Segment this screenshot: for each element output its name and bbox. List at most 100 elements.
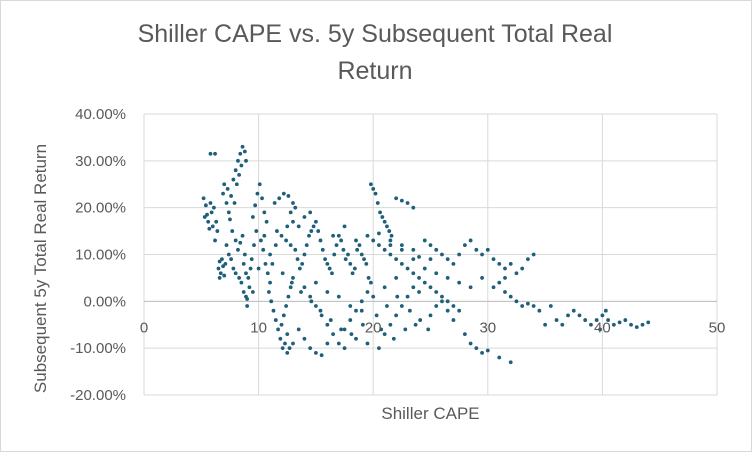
- data-point-308: [349, 332, 354, 337]
- data-point-46: [246, 276, 251, 280]
- data-point-53: [249, 257, 254, 262]
- data-point-223: [508, 294, 513, 299]
- data-point-59: [257, 182, 262, 187]
- data-point-251: [497, 280, 502, 285]
- data-point-25: [229, 194, 233, 198]
- data-point-210: [428, 313, 433, 318]
- data-point-28: [236, 158, 240, 163]
- data-point-41: [238, 240, 243, 245]
- data-point-143: [314, 350, 318, 355]
- data-point-74: [280, 346, 285, 351]
- data-point-303: [299, 290, 303, 294]
- data-point-256: [445, 276, 450, 280]
- data-point-176: [382, 247, 387, 252]
- data-point-17: [222, 273, 227, 278]
- data-point-37: [228, 217, 232, 222]
- data-point-159: [417, 290, 421, 294]
- data-point-77: [279, 322, 284, 327]
- data-point-57: [253, 203, 258, 208]
- data-point-145: [325, 341, 330, 346]
- data-point-87: [291, 201, 295, 205]
- data-point-234: [577, 313, 582, 318]
- data-point-120: [352, 266, 357, 271]
- data-point-285: [388, 238, 393, 243]
- data-point-235: [583, 318, 588, 322]
- data-point-147: [287, 346, 292, 351]
- y-tick-label-2: 20.00%: [75, 200, 126, 217]
- data-point-75: [283, 341, 287, 346]
- data-point-155: [394, 313, 399, 318]
- data-point-175: [377, 243, 381, 248]
- data-point-277: [262, 233, 267, 238]
- data-point-32: [244, 158, 248, 163]
- data-point-310: [374, 313, 379, 318]
- data-point-86: [286, 194, 291, 198]
- data-point-70: [271, 308, 276, 313]
- data-point-93: [288, 243, 293, 248]
- data-point-316: [413, 322, 418, 327]
- data-point-184: [428, 285, 433, 290]
- chart-title-line-2: Return: [337, 57, 413, 85]
- data-point-268: [325, 290, 330, 294]
- data-point-297: [233, 271, 238, 276]
- data-point-7: [202, 215, 207, 219]
- data-point-21: [224, 201, 229, 205]
- data-point-271: [302, 215, 307, 219]
- data-point-101: [309, 229, 314, 233]
- data-point-224: [514, 299, 519, 304]
- data-point-230: [554, 318, 559, 322]
- data-point-88: [293, 205, 298, 210]
- data-point-183: [422, 280, 427, 285]
- data-point-279: [245, 304, 250, 308]
- data-point-287: [411, 247, 416, 252]
- data-point-305: [318, 308, 323, 313]
- data-point-278: [250, 290, 255, 294]
- data-point-146: [291, 341, 295, 346]
- data-point-204: [503, 266, 507, 271]
- data-point-150: [354, 336, 358, 341]
- data-point-119: [350, 271, 355, 276]
- data-point-103: [314, 219, 318, 224]
- data-point-47: [248, 266, 253, 271]
- data-point-67: [268, 280, 272, 285]
- data-point-249: [543, 322, 547, 327]
- data-point-81: [288, 285, 293, 290]
- data-point-265: [359, 308, 364, 313]
- data-point-163: [375, 201, 380, 205]
- data-point-194: [445, 257, 450, 262]
- data-point-298: [237, 276, 242, 280]
- data-point-133: [331, 332, 335, 337]
- data-point-294: [226, 252, 231, 257]
- data-point-110: [330, 271, 334, 276]
- data-point-122: [357, 243, 362, 248]
- data-point-12: [216, 266, 221, 271]
- data-point-219: [485, 348, 490, 353]
- data-point-26: [231, 177, 236, 182]
- data-point-248: [598, 327, 603, 332]
- data-point-171: [399, 198, 404, 203]
- data-point-151: [365, 341, 370, 346]
- data-point-307: [339, 327, 344, 332]
- data-point-182: [417, 276, 421, 280]
- data-point-89: [288, 210, 293, 215]
- data-point-292: [213, 238, 217, 243]
- data-point-169: [389, 233, 394, 238]
- data-point-56: [250, 215, 255, 219]
- data-point-317: [403, 327, 408, 332]
- data-point-318: [391, 336, 396, 341]
- data-point-202: [491, 257, 496, 262]
- data-point-246: [646, 320, 651, 325]
- data-point-42: [240, 233, 245, 238]
- y-tick-label-0: 40.00%: [75, 106, 126, 123]
- data-point-217: [474, 346, 479, 351]
- data-point-154: [388, 322, 393, 327]
- data-point-44: [241, 261, 246, 266]
- data-point-173: [411, 205, 416, 210]
- data-point-252: [503, 276, 507, 280]
- data-point-36: [232, 201, 237, 205]
- data-point-148: [285, 350, 290, 355]
- data-point-35: [234, 182, 239, 187]
- data-point-100: [307, 233, 311, 238]
- data-point-227: [531, 304, 536, 308]
- data-point-205: [508, 261, 513, 266]
